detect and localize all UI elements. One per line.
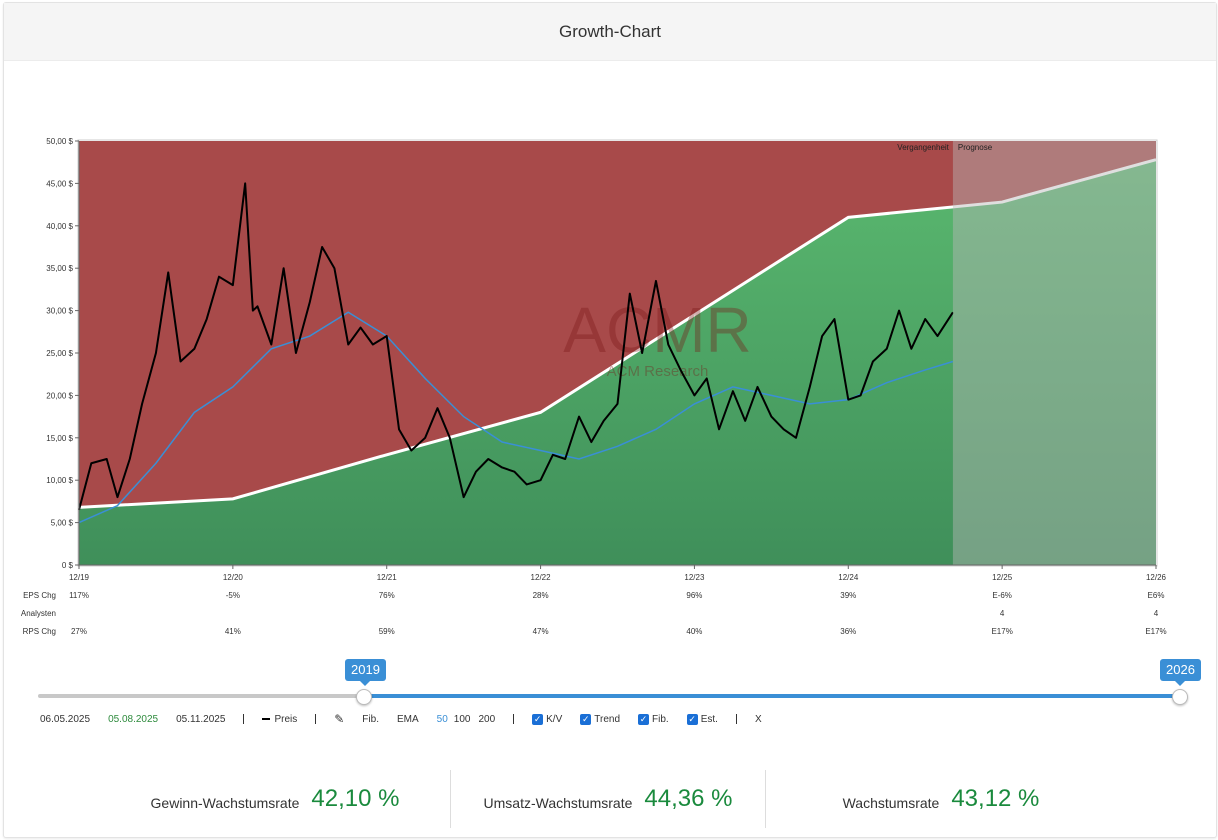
table-cell: -5% xyxy=(226,591,240,600)
est-label: Est. xyxy=(700,713,718,725)
undervalued-zone xyxy=(79,159,1156,565)
price-toggle[interactable]: Preis xyxy=(262,714,297,725)
price-label: Preis xyxy=(274,713,298,725)
time-range-slider[interactable] xyxy=(38,689,1188,705)
y-tick-label: 25,00 $ xyxy=(46,349,73,358)
y-tick-label: 20,00 $ xyxy=(46,391,73,400)
table-cell: 41% xyxy=(225,627,241,636)
toolbar-separator xyxy=(735,714,737,724)
table-row-label: RPS Chg xyxy=(23,627,56,636)
stat-divider xyxy=(450,770,451,828)
y-tick-label: 45,00 $ xyxy=(46,179,73,188)
table-cell: 59% xyxy=(379,627,395,636)
table-cell: 40% xyxy=(686,627,702,636)
x-tick-label: 12/24 xyxy=(838,573,859,582)
y-tick-label: 50,00 $ xyxy=(46,137,73,146)
y-tick-label: 15,00 $ xyxy=(46,434,73,443)
table-cell: 117% xyxy=(69,591,89,600)
table-cell: 4 xyxy=(1154,609,1159,618)
y-tick-label: 0 $ xyxy=(62,561,74,570)
forecast-overlay xyxy=(952,141,1156,565)
check-icon: ✓ xyxy=(638,713,650,725)
check-icon: ✓ xyxy=(686,713,698,725)
stat-earnings-growth: Gewinn-Wachstumsrate 42,10 % xyxy=(100,770,450,828)
x-tick-label: 12/21 xyxy=(377,573,398,582)
ema-50-line xyxy=(78,311,954,524)
table-row-label: EPS Chg xyxy=(23,591,56,600)
toolbar-separator xyxy=(243,714,245,724)
date-option-3[interactable]: 05.11.2025 xyxy=(176,713,226,725)
fair-value-line xyxy=(78,158,1157,509)
slider-start-label: 2019 xyxy=(345,659,386,686)
table-cell: E17% xyxy=(1145,627,1166,636)
table-cell: 4 xyxy=(1000,609,1005,618)
table-cell: E17% xyxy=(991,627,1012,636)
kv-checkbox[interactable]: ✓ K/V xyxy=(532,713,563,725)
price-line xyxy=(78,182,954,511)
kv-label: K/V xyxy=(546,713,563,725)
ticker-watermark: ACMR xyxy=(563,294,751,366)
slider-end-label: 2026 xyxy=(1160,659,1201,686)
table-cell: 47% xyxy=(533,627,549,636)
y-tick-label: 30,00 $ xyxy=(46,307,73,316)
trend-checkbox[interactable]: ✓ Trend xyxy=(580,713,621,725)
forecast-zone-label: Prognose xyxy=(958,143,993,152)
trend-label: Trend xyxy=(594,713,621,725)
table-cell: E6% xyxy=(1148,591,1165,600)
date-option-2[interactable]: 05.08.2025 xyxy=(108,713,159,725)
fib-checkbox[interactable]: ✓ Fib. xyxy=(638,713,669,725)
x-tick-label: 12/20 xyxy=(223,573,244,582)
table-cell: 76% xyxy=(379,591,395,600)
ema-label: EMA xyxy=(396,713,419,725)
slider-track-active xyxy=(363,694,1180,698)
table-cell: 27% xyxy=(71,627,87,636)
line-icon xyxy=(262,718,271,720)
table-cell: 36% xyxy=(840,627,856,636)
x-tick-label: 12/19 xyxy=(69,573,90,582)
stat-label: Wachstumsrate xyxy=(842,795,940,811)
est-checkbox[interactable]: ✓ Est. xyxy=(686,713,718,725)
past-zone-label: Vergangenheit xyxy=(897,143,949,152)
y-tick-label: 40,00 $ xyxy=(46,222,73,231)
growth-stats: Gewinn-Wachstumsrate 42,10 % Umsatz-Wach… xyxy=(0,770,1218,830)
check-icon: ✓ xyxy=(580,713,592,725)
stat-value: 44,36 % xyxy=(644,785,733,812)
stat-label: Gewinn-Wachstumsrate xyxy=(150,795,300,811)
toolbar-separator xyxy=(513,714,515,724)
x-tick-label: 12/26 xyxy=(1146,573,1167,582)
table-cell: E-6% xyxy=(992,591,1012,600)
y-tick-label: 10,00 $ xyxy=(46,476,73,485)
slider-end-handle[interactable] xyxy=(1172,689,1188,705)
slider-start-handle[interactable] xyxy=(356,689,372,705)
table-cell: 39% xyxy=(840,591,856,600)
table-cell: 96% xyxy=(686,591,702,600)
pencil-icon[interactable]: ✎ xyxy=(334,712,345,726)
stat-label: Umsatz-Wachstumsrate xyxy=(483,795,633,811)
toolbar-separator xyxy=(315,714,317,724)
stat-overall-growth: Wachstumsrate 43,12 % xyxy=(766,770,1116,828)
ema-50-option[interactable]: 50 xyxy=(436,713,448,725)
close-button[interactable]: X xyxy=(754,713,762,725)
stat-value: 43,12 % xyxy=(951,785,1040,812)
fib-tool[interactable]: Fib. xyxy=(362,713,379,725)
stat-divider xyxy=(765,770,766,828)
y-tick-label: 35,00 $ xyxy=(46,264,73,273)
card-title: Growth-Chart xyxy=(4,3,1216,61)
table-row-label: Analysten xyxy=(21,609,56,618)
x-tick-label: 12/23 xyxy=(684,573,705,582)
x-tick-label: 12/25 xyxy=(992,573,1013,582)
stat-value: 42,10 % xyxy=(311,785,400,812)
chart-toolbar: 06.05.2025 05.08.2025 05.11.2025 Preis ✎… xyxy=(40,711,780,727)
slider-track-inactive xyxy=(38,694,363,698)
check-icon: ✓ xyxy=(532,713,544,725)
fib-label: Fib. xyxy=(652,713,669,725)
ema-100-option[interactable]: 100 xyxy=(453,713,471,725)
table-cell: 28% xyxy=(533,591,549,600)
x-tick-label: 12/22 xyxy=(531,573,552,582)
ema-200-option[interactable]: 200 xyxy=(478,713,496,725)
y-tick-label: 5,00 $ xyxy=(51,519,74,528)
date-option-1[interactable]: 06.05.2025 xyxy=(40,713,91,725)
stat-revenue-growth: Umsatz-Wachstumsrate 44,36 % xyxy=(451,770,765,828)
